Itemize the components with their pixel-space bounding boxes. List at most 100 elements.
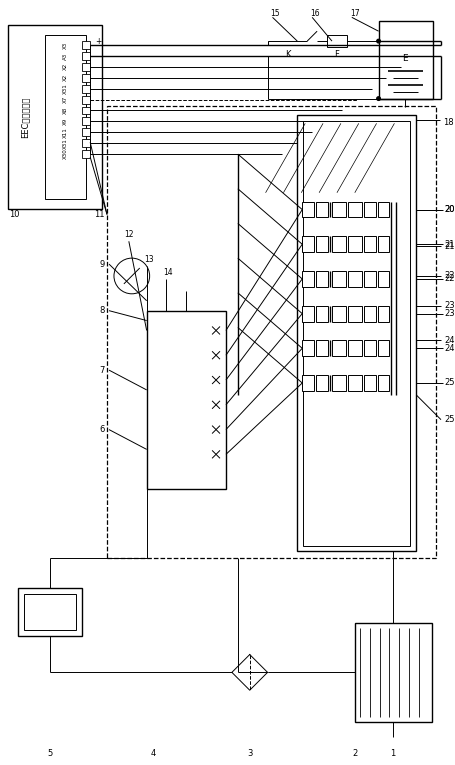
Bar <box>45 35 86 199</box>
Text: 21: 21 <box>444 239 455 249</box>
Bar <box>332 271 346 287</box>
Text: X2: X2 <box>63 63 68 70</box>
Bar <box>364 236 375 252</box>
Text: 24: 24 <box>444 343 455 353</box>
Bar <box>302 306 314 321</box>
Bar <box>379 21 433 99</box>
Bar <box>316 202 328 217</box>
Text: F: F <box>334 50 339 60</box>
Bar <box>348 375 362 391</box>
Text: X31: X31 <box>63 138 68 148</box>
Text: X7: X7 <box>63 96 68 103</box>
Text: X30: X30 <box>63 148 68 159</box>
Bar <box>378 202 389 217</box>
Text: 7: 7 <box>99 366 105 375</box>
Text: 20: 20 <box>444 205 455 214</box>
Bar <box>355 623 432 722</box>
Text: 14: 14 <box>164 269 173 278</box>
Bar <box>302 271 314 287</box>
Text: 8: 8 <box>99 306 105 315</box>
Bar <box>348 306 362 321</box>
Text: X8: X8 <box>63 107 68 114</box>
Bar <box>316 271 328 287</box>
Bar <box>364 340 375 356</box>
Bar <box>82 52 90 60</box>
Bar <box>302 202 314 217</box>
Bar <box>24 594 76 630</box>
Text: 11: 11 <box>94 210 104 219</box>
Bar <box>82 139 90 147</box>
Text: K: K <box>285 50 290 60</box>
Text: 13: 13 <box>144 255 153 264</box>
Text: A3: A3 <box>63 52 68 60</box>
Text: 25: 25 <box>444 415 455 424</box>
Text: 20: 20 <box>444 205 455 214</box>
Text: 23: 23 <box>444 309 455 318</box>
Text: 10: 10 <box>9 210 19 219</box>
Bar <box>378 340 389 356</box>
Bar <box>297 116 416 552</box>
Bar <box>82 117 90 125</box>
Bar <box>332 375 346 391</box>
Text: E: E <box>403 54 408 63</box>
Bar <box>378 306 389 321</box>
Text: 21: 21 <box>444 242 455 251</box>
Bar <box>8 25 102 209</box>
Bar <box>82 41 90 49</box>
Bar <box>316 375 328 391</box>
Bar <box>82 106 90 115</box>
Text: 12: 12 <box>124 230 134 239</box>
Text: 22: 22 <box>444 272 455 281</box>
Text: 22: 22 <box>444 275 455 284</box>
Text: EEC发动机模块: EEC发动机模块 <box>20 96 29 138</box>
Text: 2: 2 <box>352 749 357 758</box>
Bar <box>18 588 82 636</box>
Bar <box>332 340 346 356</box>
Bar <box>332 236 346 252</box>
Text: X9: X9 <box>63 118 68 125</box>
Text: 6: 6 <box>99 425 105 434</box>
Text: X31: X31 <box>63 83 68 94</box>
Text: 5: 5 <box>47 749 52 758</box>
Bar <box>332 202 346 217</box>
Bar <box>302 236 314 252</box>
Bar <box>82 73 90 82</box>
Text: 4: 4 <box>151 749 156 758</box>
Text: X11: X11 <box>63 127 68 138</box>
Text: 15: 15 <box>271 9 280 18</box>
Text: +: + <box>95 37 101 46</box>
Bar <box>348 340 362 356</box>
Text: 18: 18 <box>443 118 454 127</box>
Bar <box>327 35 347 47</box>
Text: 24: 24 <box>444 336 455 345</box>
Bar <box>348 202 362 217</box>
Bar <box>302 340 314 356</box>
Text: 23: 23 <box>444 301 455 310</box>
Bar <box>348 236 362 252</box>
Bar <box>316 306 328 321</box>
Bar <box>82 63 90 71</box>
Text: 17: 17 <box>350 9 359 18</box>
Bar <box>378 375 389 391</box>
Bar <box>107 106 436 558</box>
Text: X3: X3 <box>63 41 68 49</box>
Bar <box>364 306 375 321</box>
Text: 9: 9 <box>100 259 105 269</box>
Bar <box>82 150 90 158</box>
Bar <box>364 375 375 391</box>
Bar <box>82 129 90 136</box>
Bar <box>378 236 389 252</box>
Text: 3: 3 <box>247 749 253 758</box>
Bar <box>302 375 314 391</box>
Text: X2: X2 <box>63 74 68 81</box>
Bar <box>303 122 410 545</box>
Bar <box>364 202 375 217</box>
Text: 1: 1 <box>390 749 395 758</box>
Bar <box>332 306 346 321</box>
Bar <box>316 340 328 356</box>
Circle shape <box>377 39 380 43</box>
Circle shape <box>377 97 380 100</box>
Bar <box>82 85 90 93</box>
Bar <box>147 311 226 489</box>
Text: 25: 25 <box>444 379 455 388</box>
